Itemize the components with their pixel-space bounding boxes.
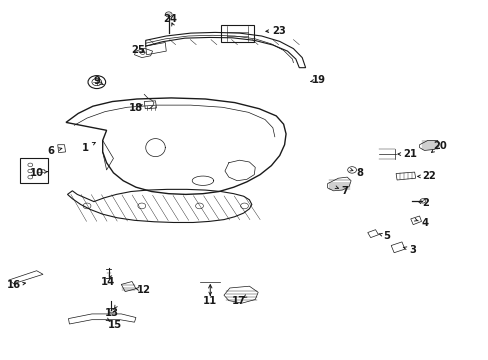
Bar bbox=[221, 25, 254, 42]
Text: 22: 22 bbox=[422, 171, 435, 181]
Text: 25: 25 bbox=[131, 45, 144, 55]
Text: 3: 3 bbox=[409, 245, 416, 255]
Text: 23: 23 bbox=[271, 26, 285, 36]
Text: 7: 7 bbox=[341, 186, 347, 196]
Text: 20: 20 bbox=[432, 141, 446, 151]
Text: 6: 6 bbox=[48, 146, 55, 156]
Text: 5: 5 bbox=[382, 231, 389, 241]
Text: 18: 18 bbox=[129, 103, 142, 113]
Text: 17: 17 bbox=[231, 296, 245, 306]
Text: 13: 13 bbox=[104, 308, 118, 318]
Text: 16: 16 bbox=[7, 280, 20, 290]
Text: 14: 14 bbox=[100, 276, 115, 287]
Text: 9: 9 bbox=[93, 76, 100, 86]
Text: 8: 8 bbox=[355, 168, 362, 178]
Text: 11: 11 bbox=[203, 296, 217, 306]
Text: 21: 21 bbox=[402, 149, 416, 159]
Text: 24: 24 bbox=[163, 14, 177, 24]
Text: 2: 2 bbox=[421, 198, 428, 208]
Text: 15: 15 bbox=[108, 320, 122, 330]
Text: 10: 10 bbox=[30, 168, 43, 178]
Text: 4: 4 bbox=[421, 218, 428, 228]
Text: 19: 19 bbox=[311, 75, 325, 85]
Text: 1: 1 bbox=[82, 143, 89, 153]
Text: 12: 12 bbox=[137, 285, 151, 295]
